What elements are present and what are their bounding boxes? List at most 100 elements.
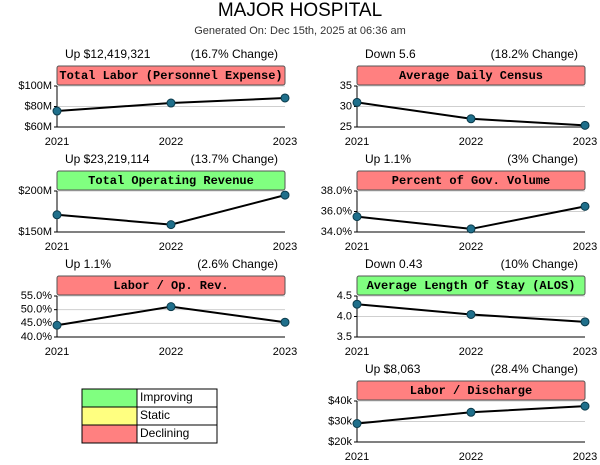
x-tick-label: 2023 — [573, 136, 597, 148]
summary-left: Up 1.1% — [65, 257, 111, 271]
x-tick-label: 2021 — [345, 346, 369, 358]
data-point — [52, 320, 62, 330]
x-tick-label: 2021 — [45, 241, 69, 253]
legend-label: Declining — [140, 426, 189, 440]
summary-right: (28.4% Change) — [491, 362, 578, 376]
data-point — [352, 97, 362, 107]
status-box — [356, 275, 586, 296]
status-box — [356, 65, 586, 86]
y-tick-label: 4.5 — [337, 290, 352, 302]
legend-swatch — [81, 406, 138, 426]
x-tick-label: 2022 — [459, 241, 483, 253]
x-tick-label: 2021 — [45, 136, 69, 148]
data-point — [280, 317, 290, 327]
y-tick-label: 3.5 — [337, 331, 352, 343]
y-tick-label: 34.0% — [321, 226, 352, 238]
x-tick-label: 2021 — [345, 451, 369, 463]
data-point — [580, 201, 590, 211]
data-point — [580, 317, 590, 327]
y-tick-label: $100M — [18, 80, 52, 92]
x-tick-label: 2023 — [573, 241, 597, 253]
y-tick-label: 30 — [340, 100, 352, 112]
chart-title: Total Operating Revenue — [88, 174, 254, 188]
x-tick-label: 2022 — [459, 136, 483, 148]
status-box — [356, 380, 586, 401]
y-tick-label: $200M — [18, 185, 52, 197]
summary-right: (3% Change) — [507, 152, 578, 166]
data-point — [52, 210, 62, 220]
summary-left: Up $23,219,114 — [65, 152, 150, 166]
y-tick-label: $20k — [328, 436, 352, 448]
data-point — [166, 98, 176, 108]
summary-right: (13.7% Change) — [191, 152, 278, 166]
chart-title: Average Daily Census — [399, 69, 543, 83]
y-tick-label: 55.0% — [21, 290, 52, 302]
x-tick-label: 2021 — [345, 241, 369, 253]
y-tick-label: 25 — [340, 121, 352, 133]
data-point — [580, 120, 590, 130]
data-point — [580, 401, 590, 411]
data-point — [280, 93, 290, 103]
data-point — [466, 309, 476, 319]
chart-title: Average Length Of Stay (ALOS) — [367, 279, 576, 293]
y-tick-label: $60M — [24, 121, 52, 133]
y-tick-label: 36.0% — [321, 205, 352, 217]
x-tick-label: 2022 — [159, 346, 183, 358]
data-point — [352, 212, 362, 222]
data-point — [466, 224, 476, 234]
y-tick-label: 50.0% — [21, 304, 52, 316]
summary-left: Up $8,063 — [365, 362, 421, 376]
x-tick-label: 2022 — [459, 451, 483, 463]
legend-label: Improving — [140, 390, 193, 404]
x-tick-label: 2021 — [45, 346, 69, 358]
x-tick-label: 2022 — [159, 136, 183, 148]
legend-swatch — [81, 424, 138, 444]
summary-left: Down 0.43 — [365, 257, 423, 271]
summary-right: (16.7% Change) — [191, 47, 278, 61]
legend-cell — [136, 424, 218, 444]
x-tick-label: 2023 — [273, 346, 297, 358]
x-tick-label: 2023 — [273, 241, 297, 253]
data-point — [352, 419, 362, 429]
page-title: MAJOR HOSPITAL — [218, 0, 382, 21]
chart-title: Labor / Discharge — [410, 384, 532, 398]
y-tick-label: 38.0% — [321, 185, 352, 197]
y-tick-label: $30k — [328, 415, 352, 427]
summary-left: Up 1.1% — [365, 152, 411, 166]
summary-right: (18.2% Change) — [491, 47, 578, 61]
data-point — [352, 299, 362, 309]
x-tick-label: 2023 — [273, 136, 297, 148]
summary-left: Up $12,419,321 — [65, 47, 151, 61]
y-tick-label: 4.0 — [337, 310, 352, 322]
status-box — [56, 170, 286, 191]
chart-title: Total Labor (Personnel Expense) — [59, 69, 282, 83]
data-point — [466, 114, 476, 124]
summary-right: (2.6% Change) — [197, 257, 278, 271]
data-point — [52, 106, 62, 116]
y-tick-label: $40k — [328, 395, 352, 407]
data-point — [280, 190, 290, 200]
x-tick-label: 2023 — [573, 346, 597, 358]
legend-label: Static — [140, 408, 170, 422]
status-box — [356, 170, 586, 191]
x-tick-label: 2023 — [573, 451, 597, 463]
summary-left: Down 5.6 — [365, 47, 416, 61]
status-box — [56, 275, 286, 296]
x-tick-label: 2021 — [345, 136, 369, 148]
data-point — [466, 407, 476, 417]
summary-right: (10% Change) — [501, 257, 578, 271]
y-tick-label: 35 — [340, 80, 352, 92]
page-subtitle: Generated On: Dec 15th, 2025 at 06:36 am — [194, 25, 406, 37]
y-tick-label: 45.0% — [21, 317, 52, 329]
y-tick-label: $80M — [24, 100, 52, 112]
x-tick-label: 2022 — [159, 241, 183, 253]
data-point — [166, 220, 176, 230]
x-tick-label: 2022 — [459, 346, 483, 358]
y-tick-label: 40.0% — [21, 331, 52, 343]
chart-title: Labor / Op. Rev. — [113, 279, 228, 293]
status-box — [56, 65, 286, 86]
y-tick-label: $150M — [18, 226, 52, 238]
data-point — [166, 302, 176, 312]
chart-title: Percent of Gov. Volume — [392, 174, 550, 188]
